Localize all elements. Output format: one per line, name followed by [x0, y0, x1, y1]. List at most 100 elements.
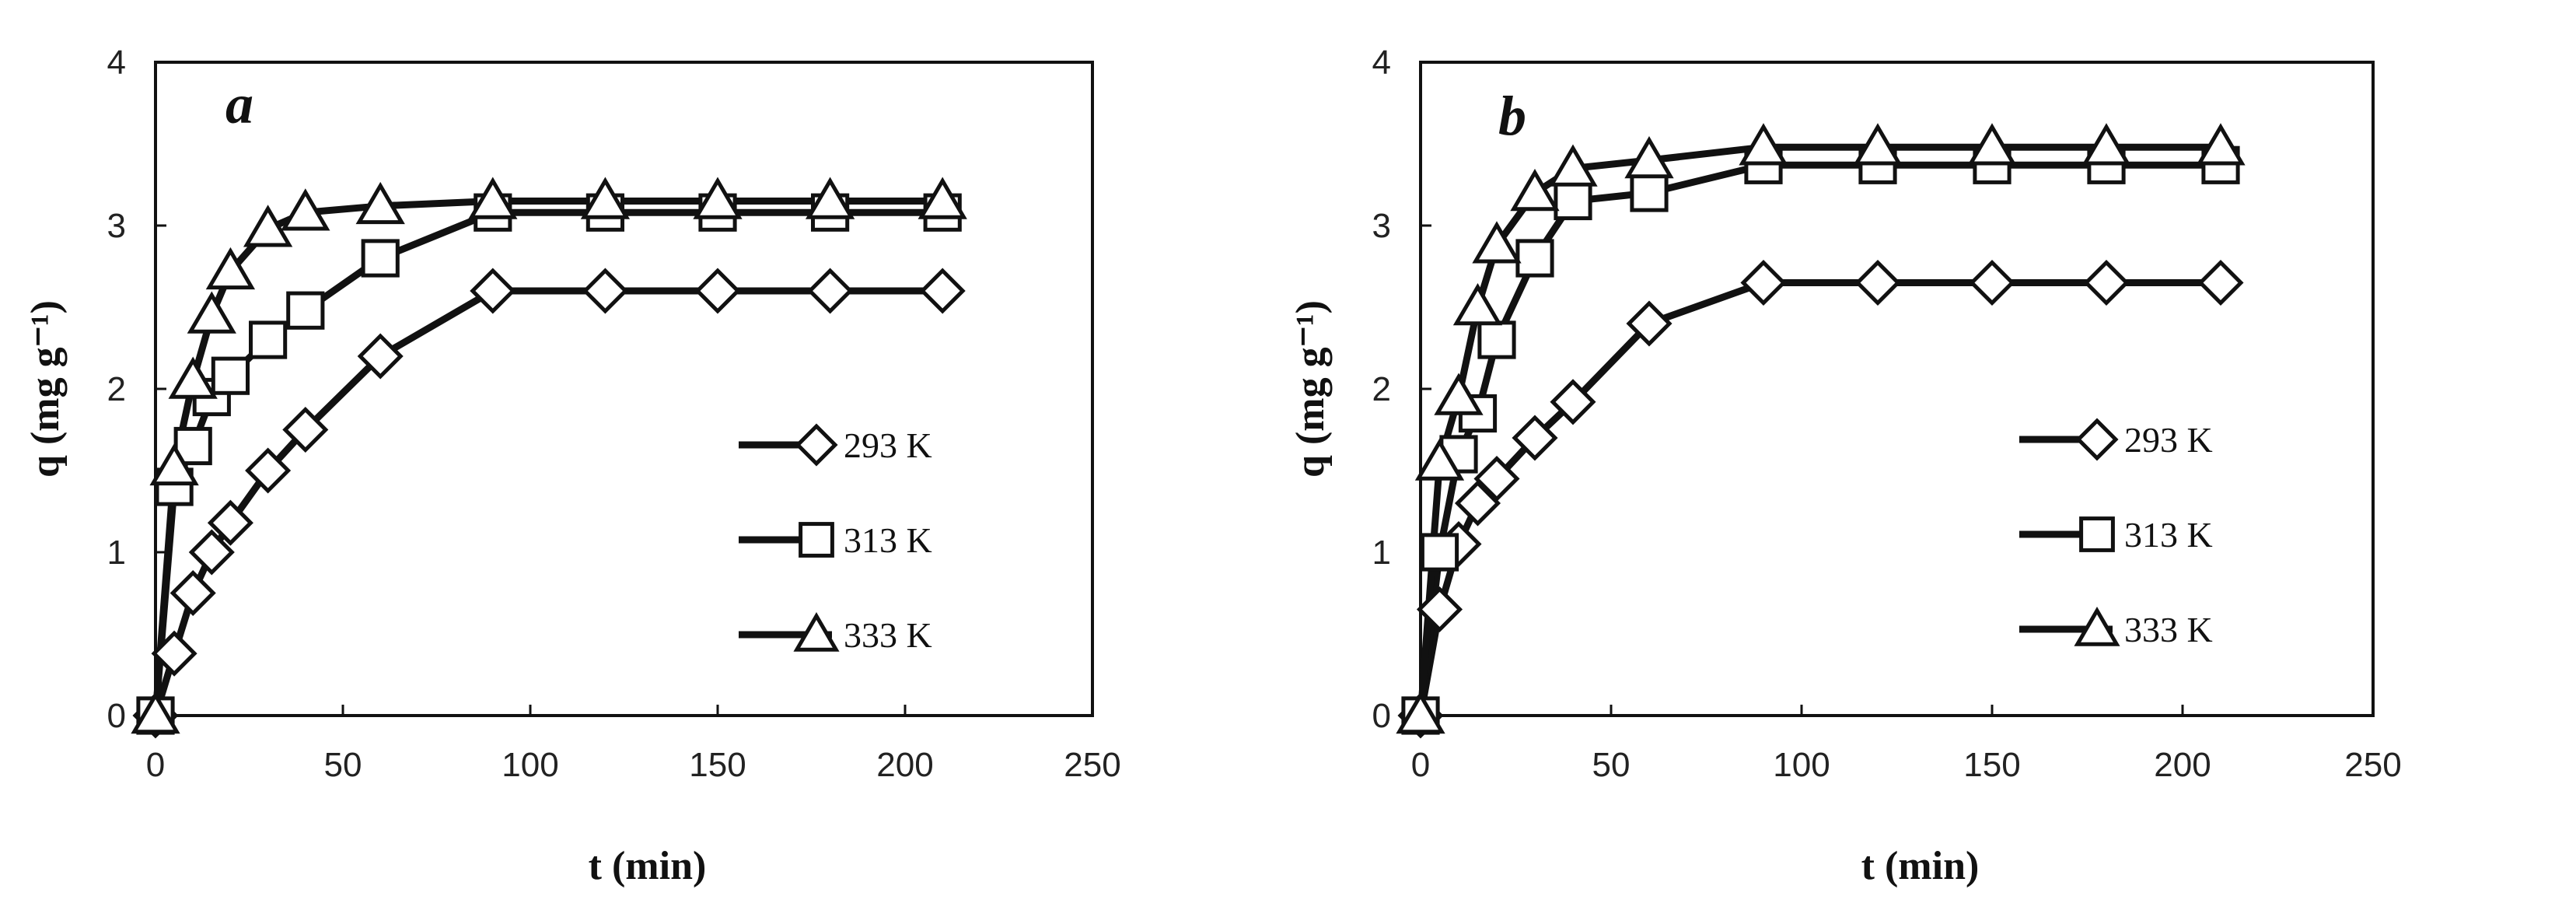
y-tick-label: 1	[1372, 534, 1391, 572]
data-point-293-K	[1740, 259, 1787, 306]
data-point-293-K	[1550, 379, 1596, 425]
data-point-333-K	[1548, 144, 1598, 187]
legend-label: 333 K	[2124, 610, 2213, 649]
legend-marker	[795, 423, 838, 467]
data-point-333-K	[131, 691, 180, 734]
data-point-333-K	[1510, 169, 1560, 212]
data-point-333-K	[1472, 221, 1522, 264]
x-tick-label: 150	[689, 746, 746, 784]
data-point-333-K	[918, 177, 967, 219]
data-point-333-K	[149, 443, 199, 486]
x-tick-label: 100	[1773, 746, 1830, 784]
x-tick-label: 50	[324, 746, 362, 784]
y-tick-label: 1	[107, 534, 126, 572]
y-tick-label: 2	[107, 370, 126, 408]
data-point-313-K	[1630, 173, 1669, 212]
data-point-313-K	[1420, 533, 1459, 572]
legend-marker	[2075, 418, 2119, 461]
y-axis-title: q (mg g⁻¹)	[1288, 300, 1333, 478]
x-tick-label: 200	[876, 746, 933, 784]
data-point-293-K	[1854, 259, 1901, 306]
series-line-293-K	[1417, 279, 2221, 716]
chart-svg-a: 0 1 2 3 4 0 50 100 150 200 250 t (min) q (mg g⁻¹) a 29…	[23, 44, 1121, 888]
x-tick-label: 100	[502, 746, 558, 784]
data-point-293-K	[1454, 480, 1501, 527]
x-axis-title: t (min)	[1861, 844, 1980, 888]
data-point-293-K	[357, 333, 404, 380]
data-point-333-K	[168, 356, 218, 399]
data-point-313-K	[249, 320, 288, 359]
panel-label: a	[225, 73, 253, 135]
data-point-333-K	[580, 177, 631, 219]
x-tick-label: 0	[146, 746, 165, 784]
data-point-293-K	[694, 268, 741, 314]
data-point-313-K	[361, 239, 400, 278]
data-point-293-K	[207, 499, 253, 546]
chart-panel-b: 0 1 2 3 4 0 50 100 150 200 250 t (min) q (mg g⁻¹) b 29…	[1288, 0, 2576, 910]
data-point-313-K	[211, 356, 250, 395]
chart-svg-b: 0 1 2 3 4 0 50 100 150 200 250 t (min) q (mg g⁻¹) b 29…	[1288, 44, 2402, 888]
y-tick-label: 4	[107, 44, 126, 82]
y-tick-label: 0	[1372, 697, 1391, 735]
data-point-333-K	[355, 181, 405, 225]
x-tick-label: 0	[1411, 746, 1430, 784]
y-tick-label: 2	[1372, 370, 1391, 408]
data-point-333-K	[1624, 136, 1674, 179]
data-point-333-K	[187, 291, 236, 334]
legend-label: 293 K	[844, 425, 932, 465]
data-point-293-K	[807, 268, 854, 314]
y-tick-label: 3	[1372, 207, 1391, 245]
data-point-333-K	[1967, 123, 2017, 166]
legend-marker	[2074, 607, 2120, 646]
data-point-293-K	[282, 406, 329, 453]
legend-label: 333 K	[844, 615, 932, 655]
data-point-333-K	[1739, 123, 1788, 166]
data-point-333-K	[243, 205, 293, 247]
legend-label: 293 K	[2124, 420, 2213, 460]
legend-marker	[793, 612, 840, 652]
legend-label: 313 K	[844, 520, 932, 560]
legend-label: 313 K	[2124, 515, 2213, 555]
data-point-293-K	[2083, 259, 2130, 306]
data-point-313-K	[1477, 320, 1516, 359]
x-tick-label: 250	[2344, 746, 2401, 784]
data-point-313-K	[1554, 181, 1592, 221]
data-point-333-K	[468, 177, 518, 219]
data-point-333-K	[2081, 123, 2131, 166]
data-point-293-K	[245, 447, 292, 494]
data-point-293-K	[582, 268, 628, 314]
data-point-333-K	[805, 177, 855, 219]
legend-marker	[2079, 516, 2115, 552]
data-point-333-K	[1434, 373, 1484, 415]
data-point-293-K	[470, 268, 516, 314]
data-point-293-K	[1473, 455, 1520, 502]
y-axis-title: q (mg g⁻¹)	[23, 300, 68, 478]
x-tick-label: 250	[1064, 746, 1120, 784]
data-point-313-K	[1515, 239, 1554, 278]
data-point-293-K	[1512, 415, 1558, 461]
x-tick-label: 200	[2154, 746, 2211, 784]
data-point-333-K	[1396, 691, 1445, 734]
y-tick-label: 0	[107, 697, 126, 735]
data-point-293-K	[1416, 586, 1463, 633]
data-point-333-K	[2196, 123, 2246, 166]
legend-marker	[799, 522, 834, 558]
data-point-293-K	[919, 268, 966, 314]
data-point-293-K	[170, 569, 216, 617]
data-point-293-K	[188, 529, 235, 576]
data-point-333-K	[281, 188, 330, 231]
data-point-333-K	[1414, 438, 1465, 481]
data-point-313-K	[286, 291, 325, 330]
chart-panel-a: 0 1 2 3 4 0 50 100 150 200 250 t (min) q (mg g⁻¹) a 29…	[23, 44, 1121, 888]
x-axis-title: t (min)	[589, 844, 707, 888]
x-tick-label: 50	[1592, 746, 1631, 784]
data-point-293-K	[1969, 259, 2015, 306]
plot-frame	[154, 61, 1094, 717]
y-tick-label: 3	[107, 207, 126, 245]
data-point-333-K	[1853, 123, 1903, 166]
data-point-293-K	[151, 630, 197, 677]
x-tick-label: 150	[1963, 746, 2020, 784]
panel-label: b	[1498, 85, 1526, 147]
data-point-333-K	[1452, 283, 1503, 326]
y-tick-label: 4	[1372, 44, 1391, 82]
